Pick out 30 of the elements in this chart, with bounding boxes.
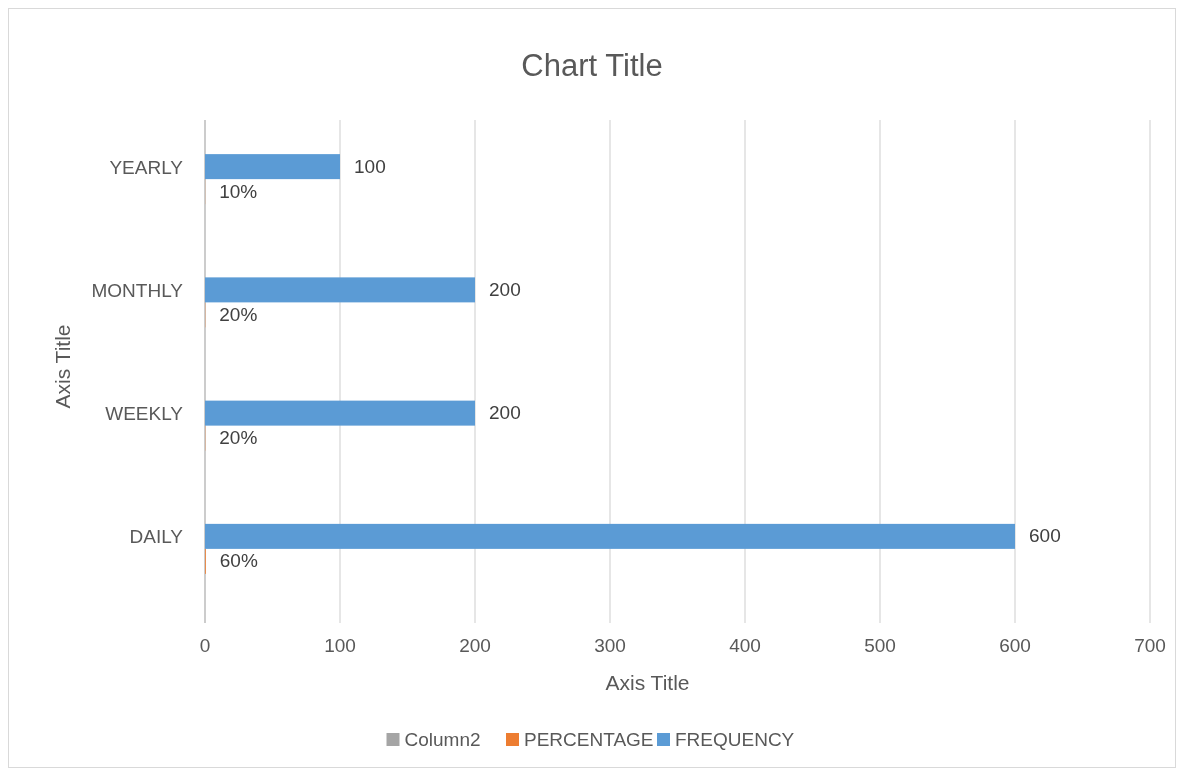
y-tick-label: DAILY [129, 526, 184, 548]
x-tick-label: 200 [459, 635, 491, 656]
data-label: 100 [354, 155, 386, 177]
legend-label: PERCENTAGE [524, 729, 654, 750]
data-label: 200 [489, 278, 521, 300]
y-tick-label: YEARLY [109, 156, 184, 178]
bar [205, 523, 1015, 549]
y-tick-label: MONTHLY [91, 279, 184, 301]
data-label: 10% [219, 180, 258, 202]
bar [205, 277, 475, 303]
x-tick-label: 100 [324, 635, 356, 656]
y-tick-label: WEEKLY [105, 403, 184, 425]
bar [205, 154, 340, 180]
data-label: 60% [219, 550, 258, 572]
x-tick-label: 500 [864, 635, 896, 656]
x-tick-label: 400 [729, 635, 761, 656]
legend-label: Column2 [404, 729, 481, 750]
bar [205, 400, 475, 426]
data-label: 20% [219, 303, 258, 325]
legend-label: FREQUENCY [675, 729, 795, 750]
data-label: 600 [1029, 525, 1061, 547]
x-tick-label: 0 [199, 635, 211, 656]
x-tick-label: 600 [999, 635, 1031, 656]
y-axis-title: Axis Title [51, 324, 74, 409]
x-tick-label: 300 [594, 635, 626, 656]
chart-title: Chart Title [521, 48, 663, 83]
x-tick-label: 700 [1134, 635, 1166, 656]
x-axis-title: Axis Title [605, 671, 690, 694]
data-label: 200 [489, 402, 521, 424]
data-label: 20% [219, 427, 258, 449]
